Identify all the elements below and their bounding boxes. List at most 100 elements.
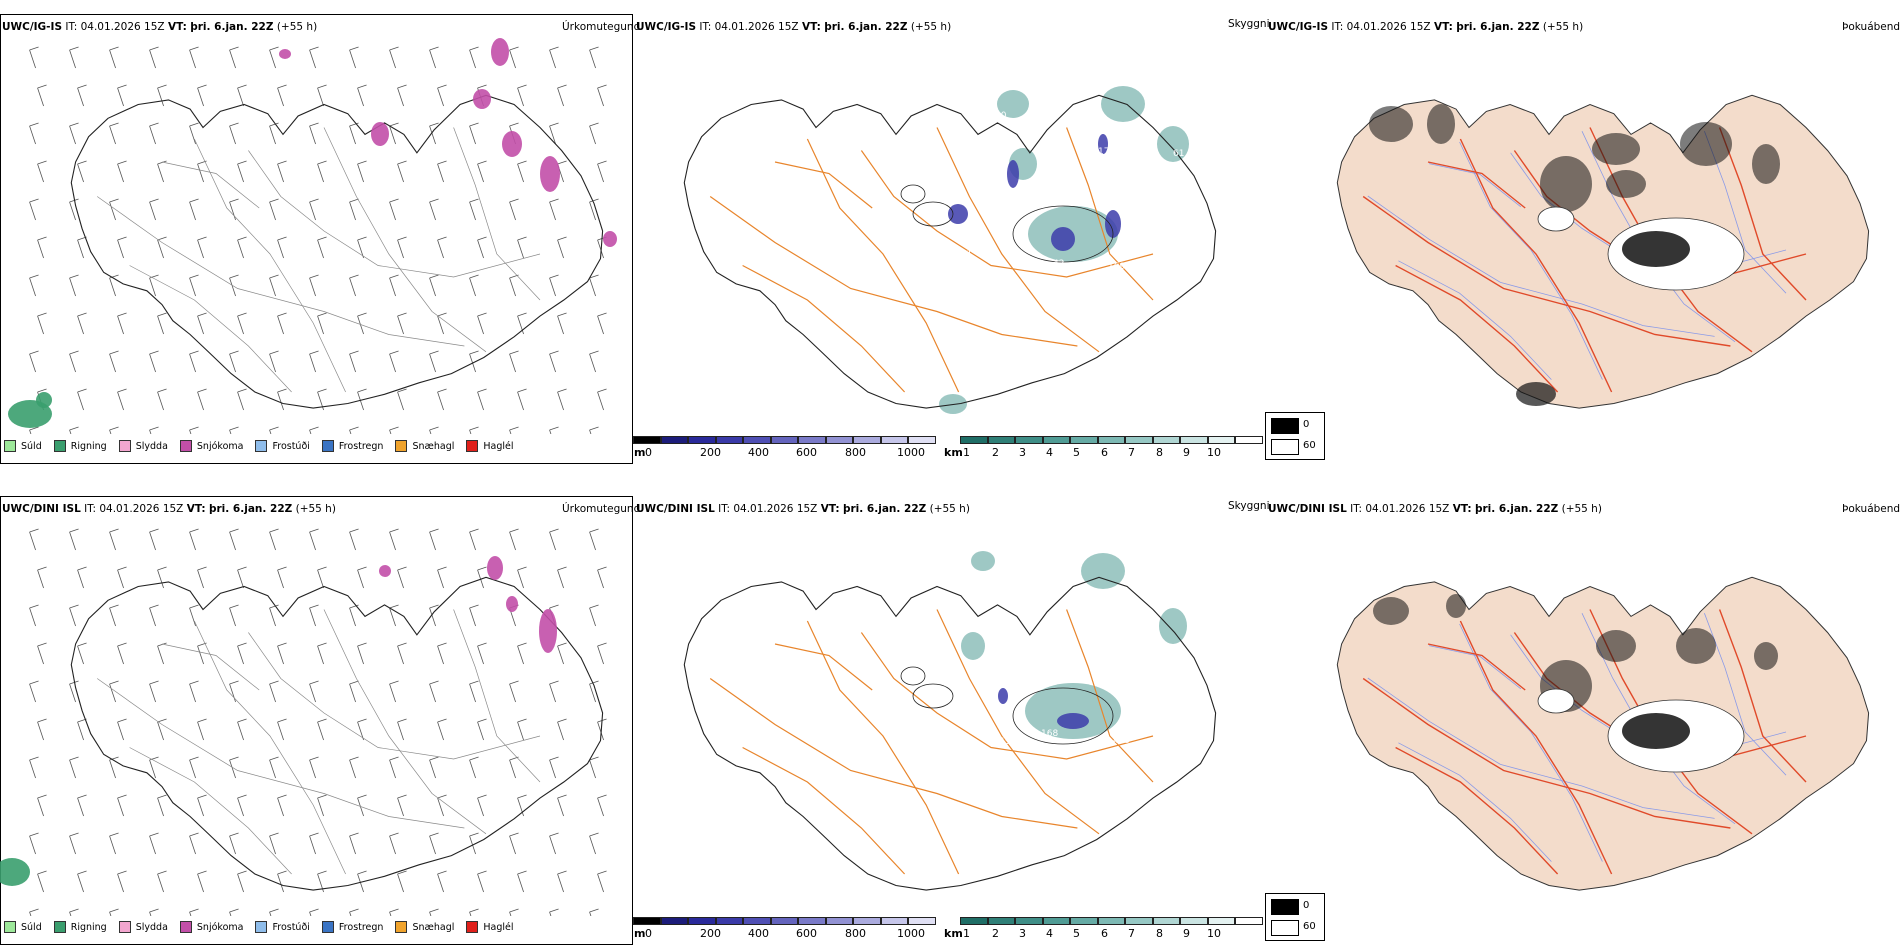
visibility-scale-bar (960, 917, 1263, 925)
wind-barb (69, 429, 72, 434)
panel-title-precip-row1: Úrkomutegund (562, 21, 641, 33)
valid-time: þri. 6.jan. 22Z (824, 21, 908, 33)
lead-time: (+55 h) (295, 503, 336, 515)
legend-item: Frostúði (255, 921, 310, 933)
wind-barb (237, 236, 247, 241)
wind-barb (437, 797, 444, 817)
wind-barb (69, 528, 79, 533)
wind-barb (37, 312, 47, 317)
wind-barb (349, 350, 359, 355)
wind-barb (189, 835, 196, 855)
wind-barb (477, 84, 487, 89)
coastline (683, 94, 1217, 409)
wind-barb (549, 683, 556, 703)
scale-step (633, 436, 661, 444)
wind-barb (349, 277, 356, 297)
wind-barb (517, 721, 524, 741)
wind-barb (509, 680, 519, 685)
wind-barb (229, 122, 239, 127)
visibility-area (997, 90, 1029, 118)
wind-barb (149, 429, 152, 434)
wind-barb (397, 721, 404, 741)
legend-swatch (321, 921, 334, 933)
wind-barb (349, 198, 359, 203)
wind-barb (429, 531, 436, 551)
wind-barb (237, 239, 244, 259)
legend-label: Snæhagl (412, 440, 455, 452)
scale-tick: 600 (796, 927, 817, 940)
wind-barb (589, 756, 599, 761)
wind-barb (189, 353, 196, 373)
wind-barb (189, 426, 199, 431)
wind-barb (549, 274, 559, 279)
wind-barb (269, 122, 279, 127)
wind-barb (349, 911, 352, 916)
wind-barb (309, 429, 312, 434)
wind-barb (397, 312, 407, 317)
wind-barb (437, 239, 444, 259)
wind-barb (109, 46, 119, 51)
wind-barb (109, 198, 119, 203)
wind-barb (397, 718, 407, 723)
land-area (1336, 576, 1870, 891)
scale-tick: 0 (645, 446, 652, 459)
wind-barb (229, 528, 239, 533)
wind-barb (437, 236, 447, 241)
scale-tick: 4 (1046, 927, 1053, 940)
wind-barb (189, 832, 199, 837)
wind-barb (389, 274, 399, 279)
wind-barb (269, 908, 279, 913)
wind-barb (317, 160, 327, 165)
ceiling-label: 2 (1103, 202, 1109, 212)
wind-barb (597, 312, 607, 317)
wind-barb (149, 531, 156, 551)
wind-barb (349, 835, 356, 855)
road-line (1398, 742, 1552, 862)
wind-barb (389, 350, 399, 355)
land-area (1336, 94, 1870, 409)
wind-barb (357, 84, 367, 89)
wind-barb (229, 350, 239, 355)
wind-barb (389, 122, 399, 127)
valid-label: VT: (167, 21, 187, 33)
wind-barb (237, 160, 247, 165)
scale-step (908, 917, 936, 925)
scale-step (825, 436, 854, 444)
wind-barb (349, 46, 359, 51)
legend-label: Snjókoma (196, 921, 244, 933)
wind-barb (317, 569, 324, 589)
wind-barb (189, 531, 196, 551)
iceland-map (0, 528, 607, 916)
wind-barb (509, 832, 519, 837)
wind-barb (29, 429, 32, 434)
wind-barb (469, 759, 476, 779)
wind-barb (509, 531, 516, 551)
wind-barb (429, 274, 439, 279)
wind-barb (229, 125, 236, 145)
wind-barb (549, 350, 559, 355)
wind-barb (397, 873, 404, 893)
wind-barb (37, 239, 44, 259)
legend-item: Slydda (118, 440, 168, 452)
wind-barb (189, 604, 199, 609)
scale-tick: 800 (845, 927, 866, 940)
road-line (742, 746, 906, 875)
wind-barb (309, 46, 319, 51)
wind-barb (117, 721, 124, 741)
iceland-map (1336, 576, 1870, 891)
wind-barb (277, 391, 284, 411)
ceiling-label: 61 (1173, 149, 1184, 159)
model-name: UWC/IG-IS (1268, 21, 1329, 33)
wind-barb (29, 201, 36, 221)
wind-barb (149, 46, 159, 51)
wind-barb (149, 683, 156, 703)
wind-barb (109, 274, 119, 279)
road-line (248, 632, 541, 760)
wind-barb (517, 718, 527, 723)
wind-barb (517, 239, 524, 259)
wind-barb (69, 683, 76, 703)
wind-barb (189, 274, 199, 279)
issue-time: IT: 04.01.2026 15Z (1331, 21, 1431, 33)
wind-barb (349, 680, 359, 685)
snow-area (473, 89, 491, 109)
